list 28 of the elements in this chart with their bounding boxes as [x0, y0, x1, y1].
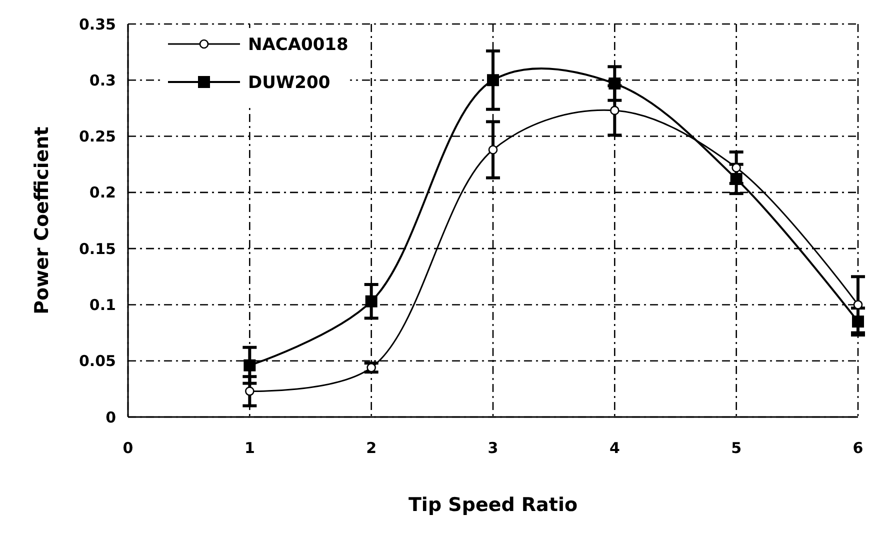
x-tick-label: 4	[609, 439, 620, 457]
point	[365, 295, 378, 308]
point	[366, 362, 376, 372]
y-tick-label: 0.1	[89, 296, 116, 314]
legend-label: NACA0018	[248, 34, 348, 55]
point	[245, 386, 254, 396]
x-axis-title: Tip Speed Ratio	[408, 494, 578, 516]
x-tick-label: 1	[244, 439, 255, 457]
y-tick-label: 0.2	[89, 184, 116, 202]
point	[853, 300, 863, 310]
x-tick-label: 2	[366, 439, 377, 457]
y-tick-label: 0.3	[89, 71, 116, 90]
point	[488, 145, 498, 154]
y-tick-label: 0	[106, 408, 116, 426]
x-tick-label: 3	[488, 439, 498, 457]
point	[244, 359, 256, 372]
y-axis-title: Power Coefficient	[31, 126, 53, 314]
y-tick-label: 0.25	[78, 128, 116, 146]
x-tick-label: 6	[852, 439, 864, 457]
x-tick-label: 5	[731, 439, 742, 457]
point	[732, 163, 741, 172]
point	[610, 106, 620, 116]
y-tick-label: 0.05	[78, 352, 116, 370]
y-tick-label: 0.15	[78, 240, 116, 258]
point	[487, 74, 499, 86]
y-tick-label: 0.35	[78, 15, 116, 34]
legend-label: DUW200	[248, 72, 330, 93]
x-tick-label: 0	[122, 439, 134, 457]
